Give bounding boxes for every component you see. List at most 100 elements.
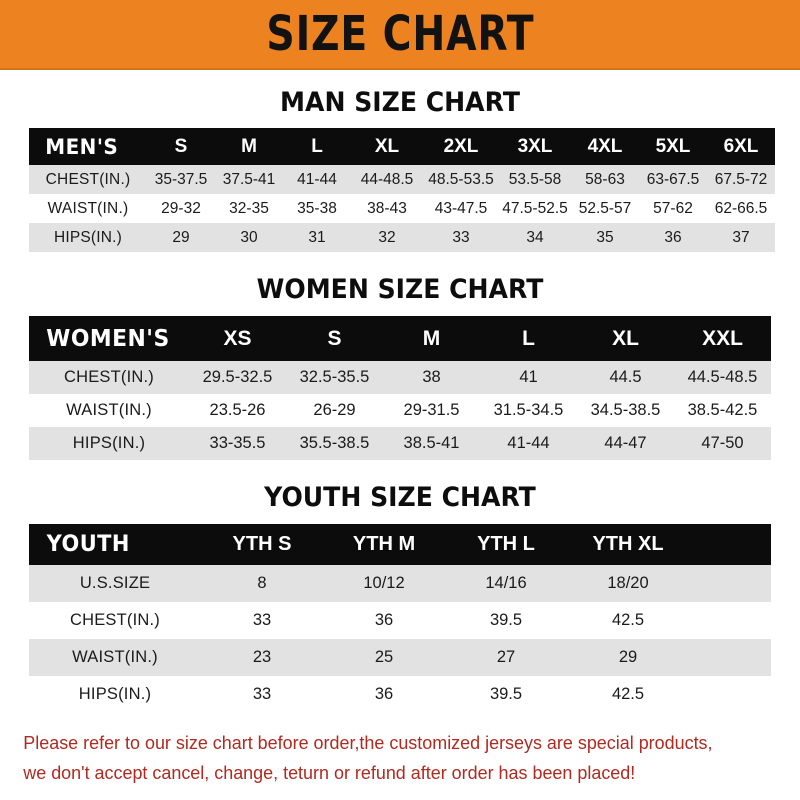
table-cell: 53.5-58 — [508, 170, 562, 188]
table-cell: 29.5-32.5 — [202, 368, 273, 386]
youth-row-label: U.S.SIZE — [79, 574, 151, 592]
table-cell: 42.5 — [611, 685, 645, 703]
youth-col-header: YTH XL — [592, 533, 664, 555]
table-cell: 44-47 — [604, 434, 647, 452]
table-cell: 67.5-72 — [714, 170, 768, 188]
women-header-row: WOMEN'S XS S M L XL XXL — [29, 316, 771, 361]
women-size-table-wrapper: WOMEN'S XS S M L XL XXL CHEST(IN.) 29.5-… — [29, 316, 771, 460]
youth-row-label: WAIST(IN.) — [72, 648, 158, 666]
table-cell: 34 — [526, 228, 544, 246]
man-col-header: 2XL — [443, 135, 479, 157]
table-cell: 18/20 — [607, 574, 649, 592]
table-cell: 36 — [374, 685, 394, 703]
table-row: CHEST(IN.) 33 36 39.5 42.5 — [29, 602, 771, 639]
table-cell: 38.5-42.5 — [687, 401, 758, 419]
table-cell: 39.5 — [489, 685, 523, 703]
table-cell: 33 — [252, 685, 272, 703]
man-col-header: 6XL — [723, 135, 759, 157]
table-cell: 44-48.5 — [360, 170, 414, 188]
women-size-table: WOMEN'S XS S M L XL XXL CHEST(IN.) 29.5-… — [29, 316, 771, 460]
youth-size-table-wrapper: YOUTH YTH S YTH M YTH L YTH XL U.S.SIZE … — [29, 524, 771, 713]
table-cell: 10/12 — [363, 574, 405, 592]
warning-line-1: Please refer to our size chart before or… — [23, 732, 713, 753]
table-cell: 31.5-34.5 — [493, 401, 564, 419]
women-col-header: L — [522, 326, 535, 350]
youth-row-label: CHEST(IN.) — [70, 611, 160, 629]
table-cell: 44.5-48.5 — [687, 368, 758, 386]
man-col-header: 5XL — [655, 135, 691, 157]
table-cell: 38.5-41 — [403, 434, 460, 452]
table-cell: 48.5-53.5 — [428, 170, 494, 188]
table-cell: 26-29 — [313, 401, 356, 419]
table-cell: 36 — [664, 228, 682, 246]
table-cell: 35-38 — [297, 199, 337, 217]
table-cell: 58-63 — [585, 170, 625, 188]
man-header-row: MEN'S S M L XL 2XL 3XL 4XL 5XL 6XL — [29, 128, 775, 165]
section-title-women: WOMEN SIZE CHART — [256, 274, 544, 305]
man-col-header: S — [174, 135, 188, 157]
page-title: SIZE CHART — [265, 6, 534, 62]
man-col-header: 3XL — [517, 135, 553, 157]
man-row-label: HIPS(IN.) — [53, 228, 123, 246]
table-cell: 35 — [596, 228, 614, 246]
table-cell: 34.5-38.5 — [590, 401, 661, 419]
table-cell: 35-37.5 — [154, 170, 208, 188]
section-title-man: MAN SIZE CHART — [280, 87, 520, 118]
warning-line-2: we don't accept cancel, change, teturn o… — [23, 762, 636, 783]
man-col-header: 4XL — [587, 135, 623, 157]
table-row: U.S.SIZE 8 10/12 14/16 18/20 — [29, 565, 771, 602]
table-cell: 8 — [257, 574, 267, 592]
man-col-header: L — [311, 135, 323, 157]
youth-row-label: HIPS(IN.) — [78, 685, 152, 703]
table-cell: 38 — [422, 368, 441, 386]
table-cell: 38-43 — [367, 199, 407, 217]
table-cell: 32 — [378, 228, 396, 246]
table-cell: 31 — [308, 228, 326, 246]
table-cell: 33-35.5 — [209, 434, 266, 452]
table-cell: 14/16 — [485, 574, 527, 592]
table-cell: 33 — [452, 228, 470, 246]
table-cell: 23 — [252, 648, 272, 666]
table-cell: 62-66.5 — [714, 199, 768, 217]
page-banner: SIZE CHART — [0, 0, 800, 70]
table-cell: 42.5 — [611, 611, 645, 629]
table-row: CHEST(IN.) 35-37.5 37.5-41 41-44 44-48.5… — [29, 165, 775, 194]
man-col-header: XL — [374, 135, 400, 157]
table-cell: 41-44 — [507, 434, 550, 452]
women-col-header: XS — [223, 326, 252, 350]
table-cell: 47.5-52.5 — [502, 199, 568, 217]
table-cell — [689, 639, 771, 676]
table-row: CHEST(IN.) 29.5-32.5 32.5-35.5 38 41 44.… — [29, 361, 771, 394]
table-cell: 36 — [374, 611, 394, 629]
women-row-label: WAIST(IN.) — [66, 401, 152, 419]
table-cell: 29 — [618, 648, 638, 666]
table-row: HIPS(IN.) 29 30 31 32 33 34 35 36 37 — [29, 223, 775, 252]
table-cell: 63-67.5 — [646, 170, 700, 188]
table-cell: 37 — [732, 228, 750, 246]
table-cell: 23.5-26 — [209, 401, 266, 419]
youth-header-label: YOUTH — [46, 532, 130, 557]
table-cell: 57-62 — [653, 199, 693, 217]
youth-header-row: YOUTH YTH S YTH M YTH L YTH XL — [29, 524, 771, 565]
man-size-table: MEN'S S M L XL 2XL 3XL 4XL 5XL 6XL CHEST… — [29, 128, 775, 252]
table-cell: 47-50 — [701, 434, 744, 452]
women-col-header: XXL — [702, 326, 743, 350]
table-row: HIPS(IN.) 33-35.5 35.5-38.5 38.5-41 41-4… — [29, 427, 771, 460]
table-cell: 32.5-35.5 — [299, 368, 370, 386]
table-row: WAIST(IN.) 23 25 27 29 — [29, 639, 771, 676]
women-row-label: HIPS(IN.) — [72, 434, 146, 452]
women-col-header: XL — [612, 326, 639, 350]
table-cell: 44.5 — [609, 368, 642, 386]
table-cell: 39.5 — [489, 611, 523, 629]
table-cell: 32-35 — [229, 199, 269, 217]
youth-size-table: YOUTH YTH S YTH M YTH L YTH XL U.S.SIZE … — [29, 524, 771, 713]
table-cell: 43-47.5 — [434, 199, 488, 217]
table-cell: 41 — [519, 368, 538, 386]
table-row: WAIST(IN.) 29-32 32-35 35-38 38-43 43-47… — [29, 194, 775, 223]
table-cell — [689, 602, 771, 639]
order-policy-warning: Please refer to our size chart before or… — [0, 728, 776, 788]
table-cell: 41-44 — [297, 170, 337, 188]
man-col-header: M — [241, 135, 257, 157]
table-cell — [689, 565, 771, 602]
table-cell: 25 — [374, 648, 394, 666]
